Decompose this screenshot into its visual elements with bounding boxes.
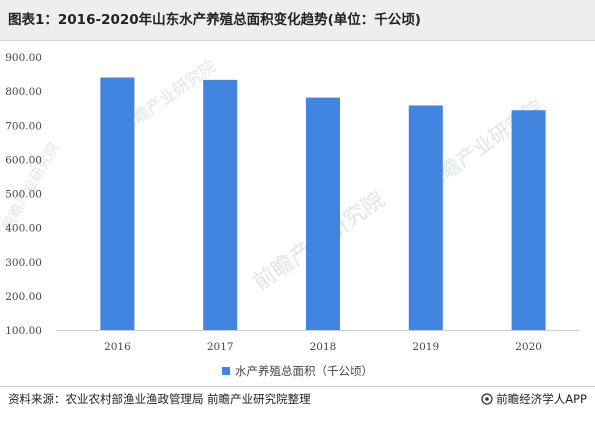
brand-logo-icon (481, 393, 493, 405)
y-tick-label: 800.00 (5, 86, 42, 98)
legend-label: 水产养殖总面积（千公顷） (235, 364, 373, 378)
divider-top (0, 40, 595, 41)
bar (100, 77, 135, 330)
x-tick-label: 2018 (310, 341, 337, 353)
legend-swatch (222, 367, 230, 375)
x-tick-label: 2016 (104, 341, 131, 353)
title-bar: 图表1：2016-2020年山东水产养殖总面积变化趋势(单位：千公顷) (0, 0, 595, 40)
brand-label: 前瞻经济学人APP (496, 392, 587, 406)
x-axis-labels: 2016 2017 2018 2019 2020 (104, 341, 542, 353)
watermark-layer: 前瞻产业研究院前瞻产业研究院前瞻产业研究院前瞻产业研究院 (0, 56, 548, 295)
y-tick-label: 600.00 (5, 154, 42, 166)
y-tick-label: 900.00 (5, 52, 42, 64)
y-tick-label: 200.00 (5, 291, 42, 303)
y-tick-label: 400.00 (5, 223, 42, 235)
bars-layer (100, 77, 546, 331)
bar (511, 110, 546, 330)
source-note: 资料来源：农业农村部渔业渔政管理局 前瞻产业研究院整理 (8, 392, 311, 406)
y-axis-labels: 100.00 200.00 300.00 400.00 500.00 600.00 700.… (5, 52, 42, 337)
y-tick-label: 700.00 (5, 120, 42, 132)
legend: 水产养殖总面积（千公顷） (0, 362, 595, 380)
bar (203, 79, 238, 330)
x-tick-label: 2017 (207, 341, 234, 353)
y-tick-label: 500.00 (5, 189, 42, 201)
x-tick-label: 2019 (412, 341, 439, 353)
y-tick-label: 300.00 (5, 257, 42, 269)
x-tick-label: 2020 (515, 341, 542, 353)
divider-bottom (0, 386, 595, 387)
chart-title: 图表1：2016-2020年山东水产养殖总面积变化趋势(单位：千公顷) (8, 12, 421, 28)
bar (306, 97, 340, 330)
y-tick-label: 100.00 (5, 325, 42, 337)
bar-chart: 前瞻产业研究院前瞻产业研究院前瞻产业研究院前瞻产业研究院 100.00 200.0… (0, 52, 580, 353)
brand-credit: 前瞻经济学人APP (481, 391, 587, 407)
bar (408, 105, 443, 331)
